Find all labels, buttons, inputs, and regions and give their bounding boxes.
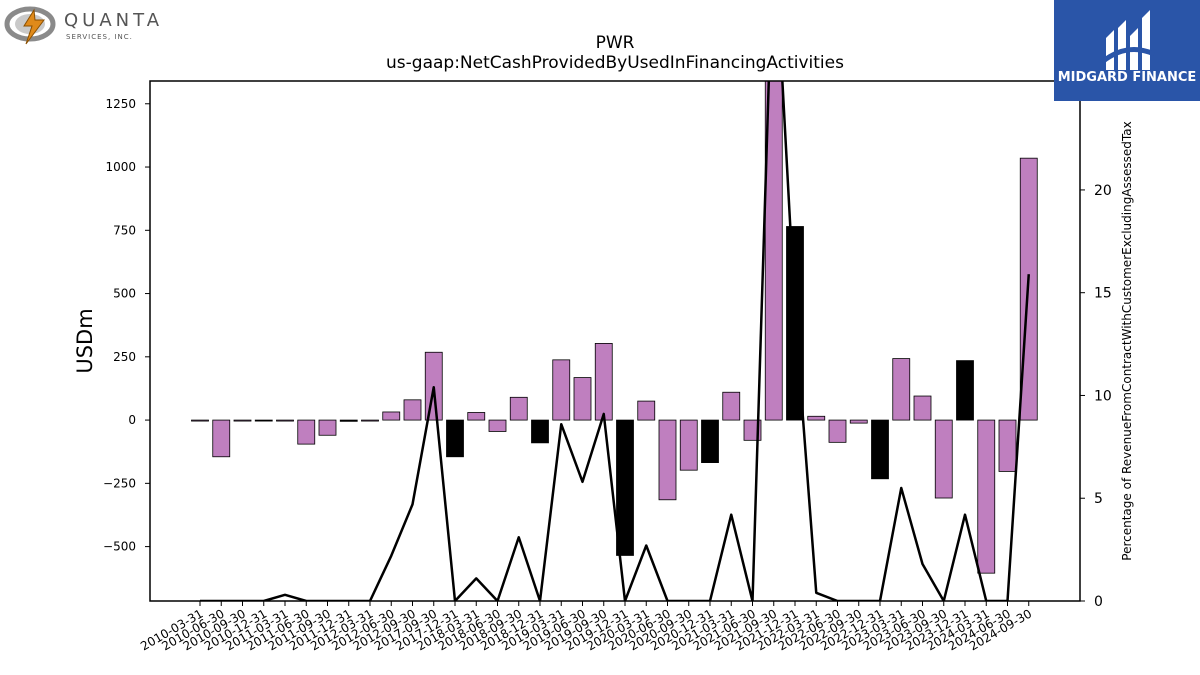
bar (828, 419, 847, 443)
bar (998, 419, 1017, 472)
bar (807, 415, 826, 421)
y2-tick-label: 20 (1094, 183, 1112, 199)
midgard-finance-logo: MIDGARD FINANCE (1054, 0, 1200, 101)
y2-tick-label: 15 (1094, 286, 1112, 302)
y2-tick-label: 5 (1094, 491, 1103, 507)
bar (531, 419, 549, 444)
bar (509, 396, 528, 421)
bar (679, 419, 698, 471)
bar (913, 395, 932, 421)
bar (403, 399, 422, 421)
bar (276, 419, 294, 422)
midgard-finance-text: MIDGARD FINANCE (1058, 70, 1197, 85)
bar (212, 419, 231, 458)
bar (573, 377, 592, 421)
bar (701, 419, 719, 463)
y-tick-label: 0 (128, 413, 136, 427)
series-line (200, 81, 1030, 601)
bar (594, 343, 613, 421)
y-tick-label: −250 (103, 476, 136, 490)
bar (977, 419, 996, 574)
bar (849, 419, 868, 424)
y2-axis-label: Percentage of RevenueFromContractWithCus… (1120, 121, 1134, 560)
quanta-logo-text: QUANTA (64, 10, 163, 31)
bar (361, 419, 379, 422)
plot-frame (149, 80, 1081, 602)
bar (446, 419, 464, 458)
quanta-logo-subtext: SERVICES, INC. (66, 33, 133, 41)
bar (616, 419, 634, 556)
bar (297, 419, 316, 445)
quanta-logo: QUANTA SERVICES, INC. (4, 6, 163, 45)
y-tick-label: 500 (113, 287, 136, 301)
bar (871, 419, 889, 480)
bar (191, 419, 209, 422)
chart-title: PWR (596, 33, 635, 53)
y2-tick-label: 0 (1094, 594, 1103, 610)
y-tick-label: −500 (103, 540, 136, 554)
bar (552, 359, 571, 421)
chart-subtitle: us-gaap:NetCashProvidedByUsedInFinancing… (386, 53, 844, 73)
y-tick-label: 750 (113, 223, 136, 237)
bar (254, 419, 273, 422)
y-tick-label: 1000 (105, 160, 136, 174)
bar (722, 391, 741, 421)
y-axis-label: USDm (73, 308, 97, 373)
y-tick-label: 250 (113, 350, 136, 364)
bar (892, 358, 911, 421)
bar (934, 419, 953, 499)
bar (956, 360, 974, 421)
y-tick-label: 1250 (105, 97, 136, 111)
bar (382, 411, 401, 421)
bar (658, 419, 677, 501)
bar (637, 400, 656, 421)
bar (318, 419, 337, 436)
bar (339, 419, 358, 422)
y2-tick-label: 10 (1094, 388, 1112, 404)
bar (233, 419, 252, 422)
bar (488, 419, 507, 432)
plot-area: −500−25002505007501000125005101520252010… (103, 80, 1112, 653)
bar (467, 412, 486, 421)
bar (764, 81, 783, 421)
